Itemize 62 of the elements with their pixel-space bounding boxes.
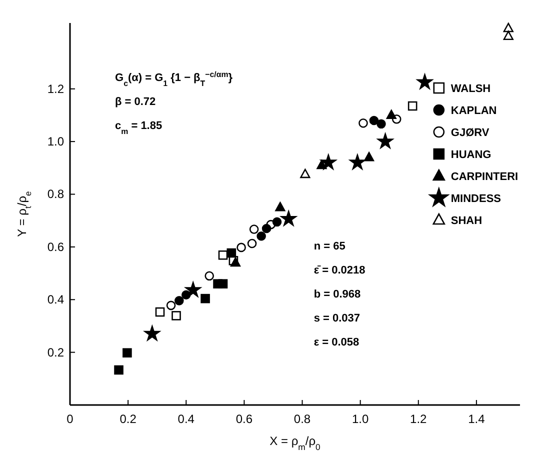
- point: [392, 114, 402, 124]
- annotation: n = 65: [314, 240, 346, 253]
- x-tick-label: 1.2: [410, 412, 428, 426]
- legend-label: CARPINTERI: [450, 171, 518, 183]
- point: [350, 154, 366, 170]
- point: [174, 296, 184, 306]
- point: [503, 22, 514, 32]
- annotation: G$_{c}$(α) = G$_{1}$ {1 − β$_{T}$$^{−c/αm}$}: [115, 70, 234, 88]
- y-tick-label: 0.4: [47, 292, 64, 307]
- point: [166, 300, 176, 310]
- point: [408, 101, 418, 111]
- point: [364, 152, 374, 162]
- point: [369, 116, 379, 126]
- point: [256, 231, 266, 241]
- point: [416, 74, 433, 90]
- y-tick-label: 1.2: [47, 82, 64, 96]
- x-tick-label: 0.4: [178, 412, 195, 426]
- annotation: c$_{m}$ = 1.85: [115, 120, 162, 136]
- x-tick-label: 0: [66, 412, 74, 426]
- point: [320, 154, 336, 170]
- annotation: b = 0.968: [314, 288, 361, 301]
- point: [247, 238, 257, 248]
- point: [172, 311, 181, 320]
- point: [114, 365, 124, 375]
- legend-label: WALSH: [450, 83, 491, 95]
- y-tick-label: 0.6: [47, 240, 64, 254]
- legend-label: SHAH: [450, 215, 482, 227]
- annotation: ε̄ = 0.0218: [314, 264, 366, 277]
- point: [228, 256, 238, 266]
- point: [200, 294, 210, 304]
- y-tick-label: 0.8: [47, 187, 64, 202]
- legend-label: HUANG: [450, 149, 492, 161]
- annotation: s = 0.037: [314, 312, 360, 325]
- annotation: ε = 0.058: [314, 336, 360, 349]
- x-tick-label: 0.6: [236, 412, 253, 426]
- x-axis-title: X = ρ$_{m}$/ρ$_{0}$: [270, 434, 321, 452]
- point: [376, 119, 386, 129]
- point: [155, 307, 165, 317]
- y-tick-label: 0.2: [47, 345, 64, 360]
- point: [185, 282, 201, 297]
- point: [503, 30, 514, 40]
- point: [300, 168, 310, 178]
- point: [204, 271, 214, 281]
- point: [280, 210, 296, 226]
- x-tick-label: 1.0: [352, 412, 369, 426]
- annotation: β = 0.72: [115, 96, 156, 108]
- legend-label: KAPLAN: [450, 105, 497, 117]
- x-tick-label: 1.4: [468, 412, 486, 426]
- x-tick-label: 0.8: [294, 412, 311, 426]
- point: [218, 250, 228, 260]
- point: [377, 133, 394, 148]
- point: [275, 202, 286, 212]
- legend-label: GJØRV: [450, 127, 490, 139]
- point: [236, 242, 246, 252]
- legend-label: MINDESS: [450, 193, 502, 205]
- y-tick-label: 1.0: [47, 134, 64, 149]
- point: [122, 348, 132, 358]
- point: [218, 279, 228, 288]
- point: [144, 326, 160, 341]
- x-tick-label: 0.2: [120, 412, 137, 426]
- point: [358, 118, 368, 128]
- point: [249, 224, 259, 234]
